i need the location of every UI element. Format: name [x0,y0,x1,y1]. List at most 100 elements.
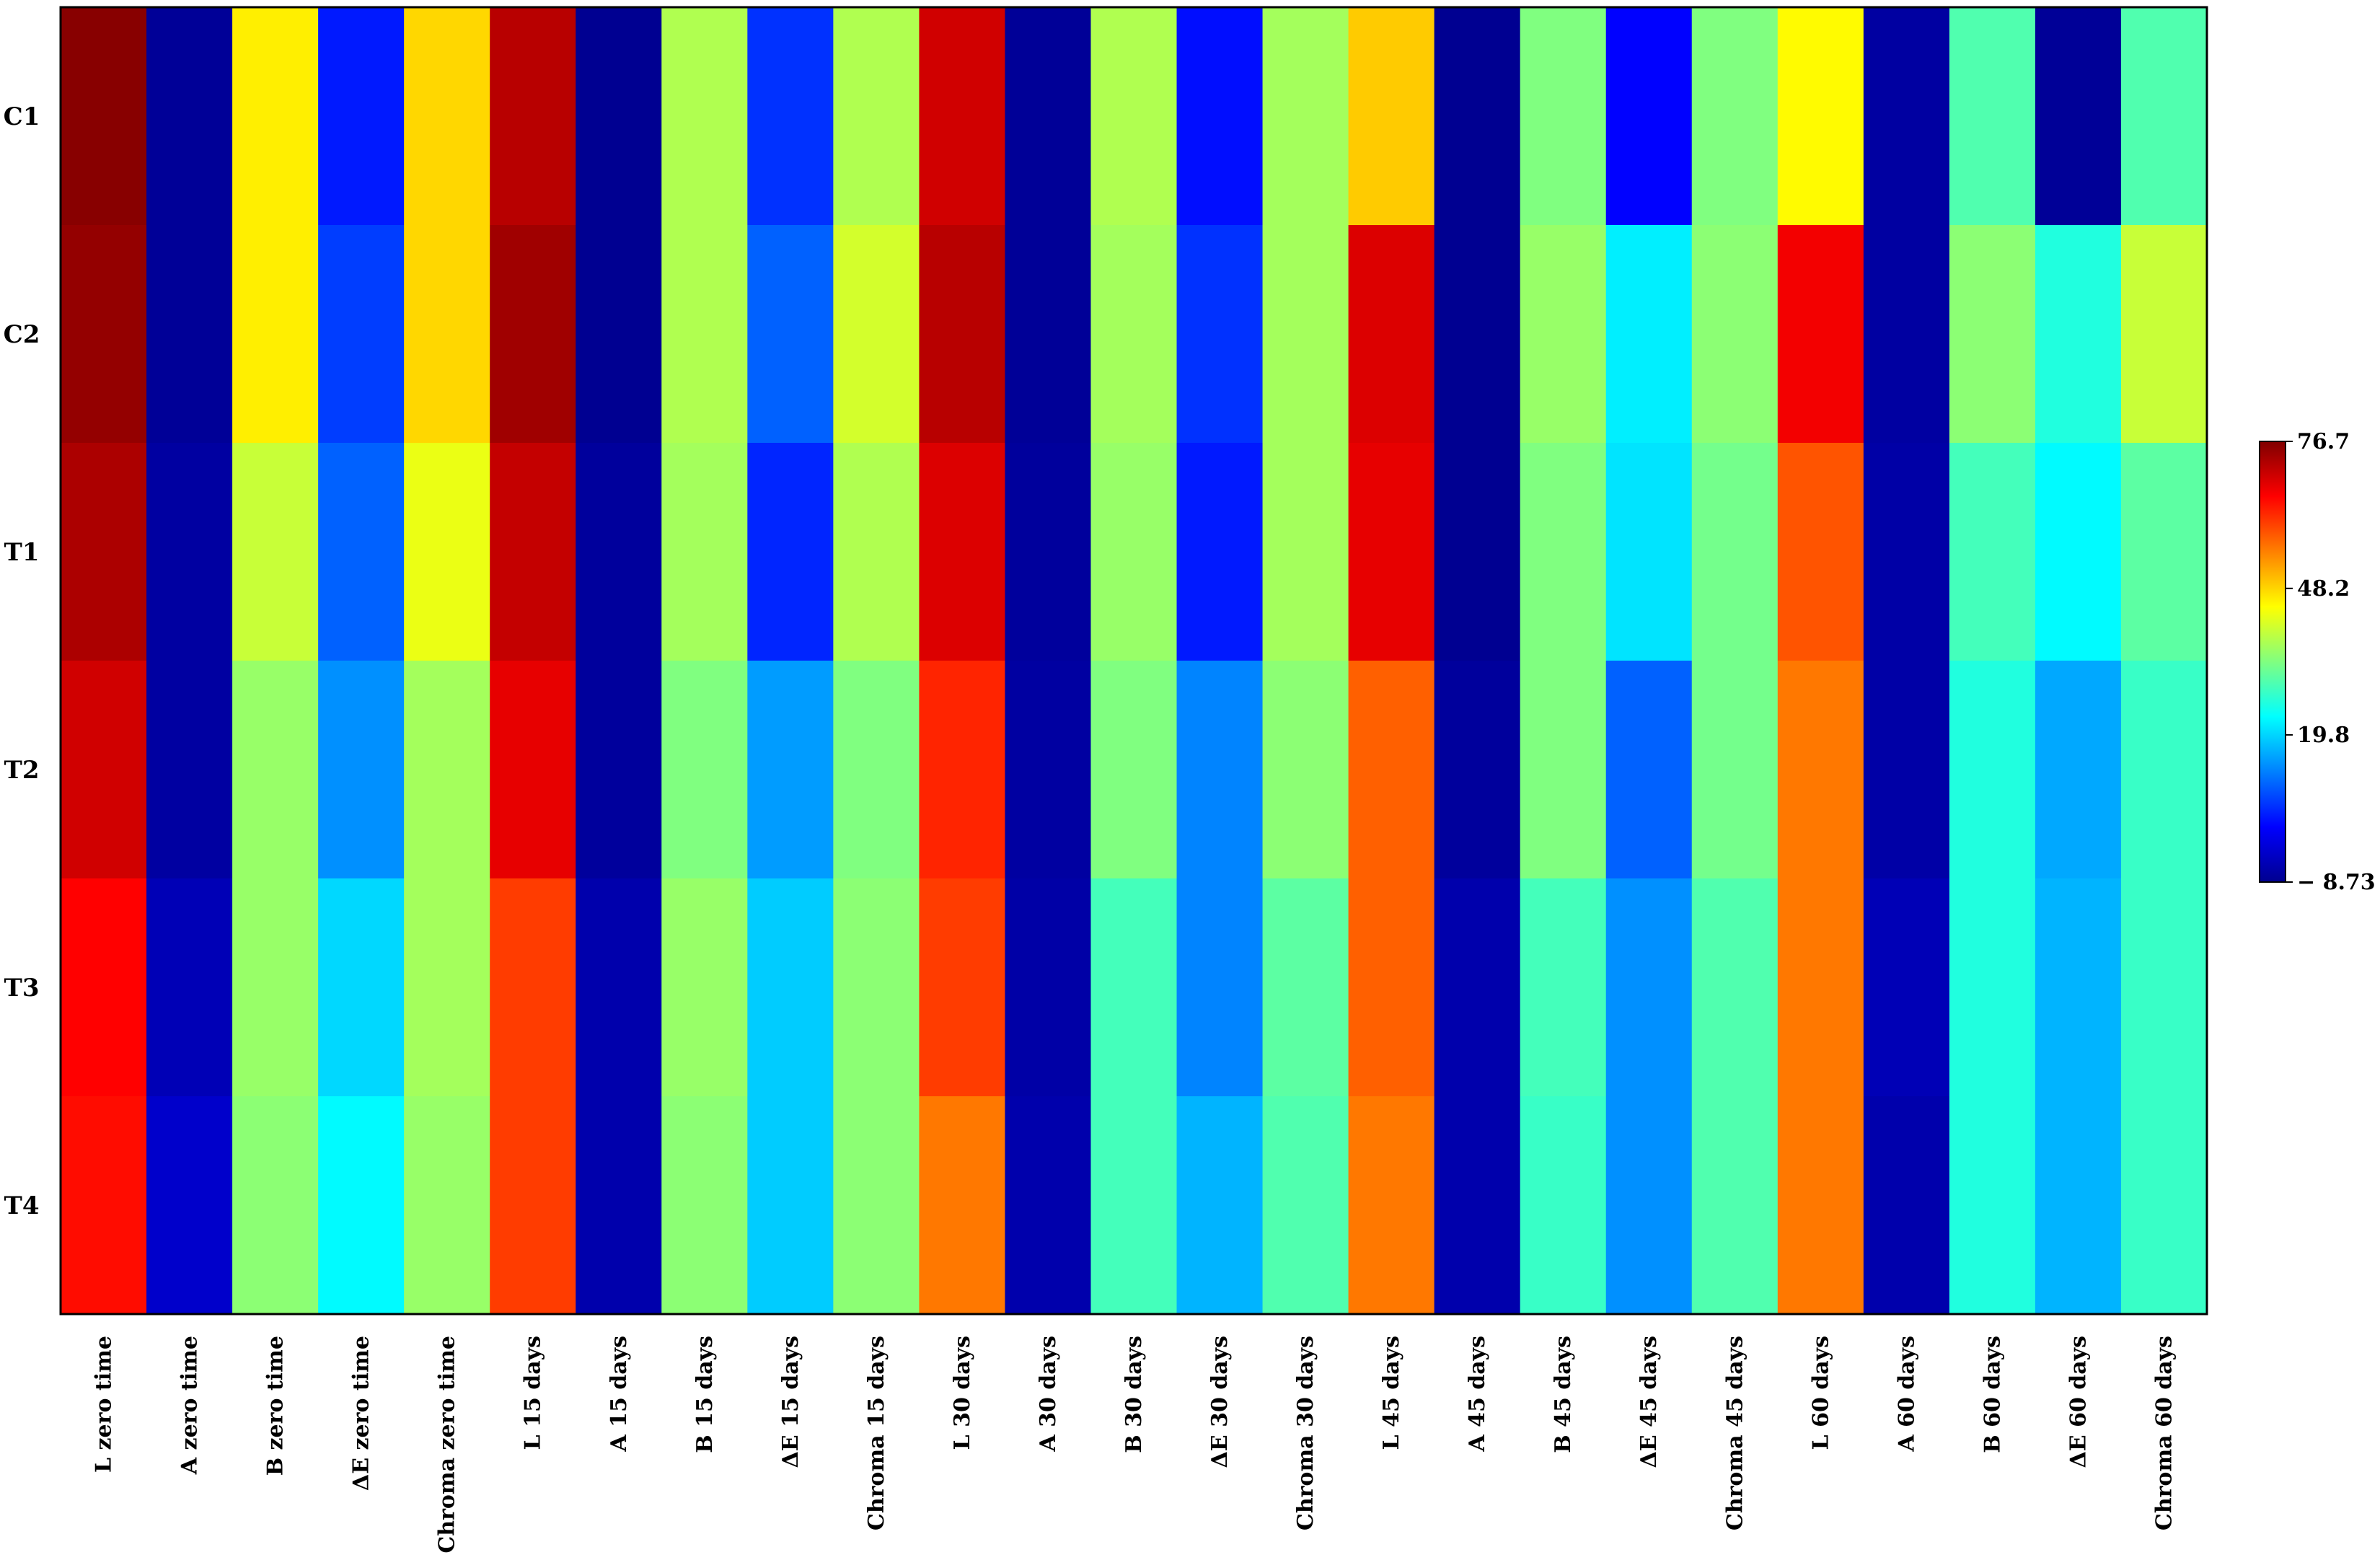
heatmap-cell [146,1096,233,1315]
column-label: ΔE zero time [349,1336,374,1491]
heatmap-cell [576,7,662,226]
heatmap-cell [2035,878,2122,1097]
heatmap-cell [404,878,490,1097]
heatmap-cell [1605,1096,1693,1315]
heatmap-cell [146,878,233,1097]
heatmap-cell [2035,7,2122,226]
heatmap-cell [1863,7,1950,226]
heatmap-cell [2120,7,2208,226]
heatmap-cell [747,661,834,879]
heatmap-cell [1176,661,1264,879]
colorbar-gradient [2259,441,2286,883]
column-label: A 60 days [1894,1336,1919,1453]
heatmap-cell [1691,661,1779,879]
heatmap-cell [1777,225,1864,444]
colorbar-tick-label: 19.8 [2297,723,2350,748]
column-labels: L zero time A zero time B zero time ΔE zero… [92,1336,2177,1554]
heatmap-cell [1949,225,2036,444]
heatmap-cell [2120,661,2208,879]
heatmap-cell [1863,225,1950,444]
heatmap-cell [146,7,233,226]
heatmap-cell [1605,878,1693,1097]
heatmap-cell [61,443,147,661]
heatmap-cell [1348,7,1435,226]
heatmap-cell [1005,878,1092,1097]
row-labels: C1 C2 T1 T2 T3 T4 [4,102,40,1220]
heatmap-cell [490,7,576,226]
heatmap-cell [1090,225,1178,444]
colorbar-tick-label: − 8.73 [2297,870,2376,895]
heatmap-cell [747,225,834,444]
heatmap-cell [2120,1096,2208,1315]
heatmap-cell [1262,1096,1349,1315]
heatmap-cell [1005,1096,1092,1315]
heatmap-cell [919,7,1006,226]
heatmap-cell [404,661,490,879]
column-label: Chroma zero time [435,1336,460,1554]
column-label: A 30 days [1036,1336,1061,1453]
heatmap-cell [1520,1096,1607,1315]
heatmap-cell [1520,225,1607,444]
heatmap-cell [1176,878,1264,1097]
heatmap-cell [1005,661,1092,879]
heatmap-cell [1348,878,1435,1097]
column-label: Chroma 45 days [1722,1336,1747,1530]
colorbar: 76.7 48.2 19.8 − 8.73 [2259,429,2376,895]
column-label: Chroma 60 days [2151,1336,2177,1530]
heatmap-cell [318,443,405,661]
heatmap-cell [1520,7,1607,226]
row-label: T2 [4,756,40,785]
column-label: B 60 days [1980,1336,2005,1453]
column-label: B zero time [263,1336,288,1476]
heatmap-cell [919,661,1006,879]
heatmap-cell [1605,225,1693,444]
heatmap-cell [490,1096,576,1315]
heatmap-cell [232,661,319,879]
heatmap-cell [1949,661,2036,879]
heatmap-cell [1520,443,1607,661]
heatmap-cell [1262,661,1349,879]
heatmap-cell [1348,225,1435,444]
heatmap-cell [232,878,319,1097]
heatmap-cell [576,443,662,661]
heatmap-cell [61,225,147,444]
column-label: ΔE 15 days [778,1336,803,1468]
heatmap-cell [1520,661,1607,879]
heatmap-cell [661,443,748,661]
heatmap-cell [919,225,1006,444]
heatmap-cell [61,1096,147,1315]
row-label: T4 [4,1191,40,1220]
heatmap-cell [404,443,490,661]
heatmap-cell [490,878,576,1097]
heatmap-cell [1262,443,1349,661]
heatmap-cell [576,225,662,444]
column-label: L 30 days [950,1336,975,1450]
heatmap-cell [1434,443,1521,661]
heatmap-cell [833,225,920,444]
heatmap-cell [1090,7,1178,226]
row-label: C1 [4,102,40,131]
column-label: Chroma 30 days [1293,1336,1318,1530]
heatmap-cell [1434,225,1521,444]
column-label: B 15 days [692,1336,718,1453]
heatmap-cell [490,661,576,879]
heatmap-cell [919,878,1006,1097]
heatmap-cell [1348,1096,1435,1315]
heatmap-cell [1863,661,1950,879]
heatmap-cell [919,443,1006,661]
column-label: B 45 days [1551,1336,1576,1453]
row-label: T1 [4,538,40,567]
heatmap-cell [2035,225,2122,444]
heatmap-cell [318,661,405,879]
heatmap-cell [1262,7,1349,226]
row-label: T3 [4,974,40,1002]
heatmap-cell [232,7,319,226]
heatmap-cell [919,1096,1006,1315]
heatmap-cell [1090,443,1178,661]
heatmap-cell [576,1096,662,1315]
heatmap-cell [1176,7,1264,226]
heatmap-cell [1434,7,1521,226]
heatmap-cell [404,7,490,226]
heatmap-cell [833,1096,920,1315]
heatmap-cell [2120,225,2208,444]
